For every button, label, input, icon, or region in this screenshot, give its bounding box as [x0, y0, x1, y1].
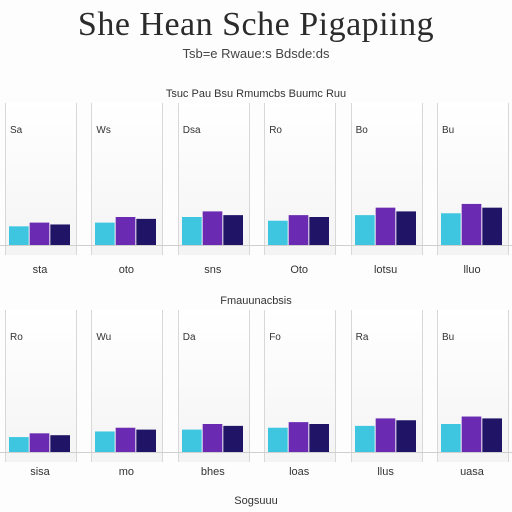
panel-label: Bo [355, 125, 368, 136]
baseline [0, 245, 512, 246]
category-label: mo [118, 466, 135, 478]
bar [288, 422, 309, 452]
bar [309, 424, 330, 452]
bar [461, 203, 482, 245]
category-label: bhes [200, 466, 225, 478]
panel-bars [268, 215, 330, 245]
bar [116, 427, 136, 452]
bar [482, 418, 502, 452]
bar [482, 207, 502, 245]
panel-bars [268, 422, 330, 452]
bar [223, 215, 243, 245]
bar [354, 215, 375, 245]
panel-bars [441, 203, 502, 245]
panel-label: Bu [442, 332, 455, 343]
panel-label: Ro [269, 125, 282, 136]
panel-label: Sa [10, 125, 23, 136]
bar [95, 222, 116, 245]
bar [202, 424, 223, 452]
category-label: oto [118, 264, 135, 276]
bottom-row-header: Fmauunacbsis [220, 295, 292, 307]
panel-label: Ra [355, 332, 369, 343]
bar [223, 425, 243, 452]
bar [375, 418, 395, 452]
bar [202, 211, 223, 245]
bar [309, 217, 330, 245]
category-label: lotsu [373, 264, 398, 276]
panel-label: Dsa [182, 125, 201, 136]
bar [268, 427, 288, 452]
bar [375, 207, 395, 245]
panel-bars [354, 418, 416, 452]
footer-label: Sogsuuu [234, 495, 278, 507]
panel-bars [181, 424, 243, 452]
bar [441, 424, 461, 452]
bar [181, 217, 202, 245]
bar [354, 425, 375, 452]
bar [441, 213, 461, 245]
panel-label: Wu [96, 332, 112, 343]
bar [116, 217, 136, 245]
chart-title: She Hean Sche Pigapiing [77, 6, 435, 43]
category-label: lluo [463, 264, 481, 276]
panel-bars [9, 433, 70, 452]
category-label: sta [32, 264, 48, 276]
panel-bars [9, 222, 70, 245]
bar [50, 435, 70, 452]
baseline [0, 452, 512, 453]
bar [9, 437, 29, 452]
panel-row-1: Ro Wu Da Fo Ra Bu [0, 310, 512, 462]
category-label: loas [289, 466, 310, 478]
bar [288, 215, 309, 245]
bar [181, 429, 202, 452]
category-label: Oto [290, 264, 309, 276]
panel-bars [95, 217, 157, 245]
category-label: uasa [460, 466, 484, 478]
panel-bars [354, 207, 416, 245]
panel-row-0: Sa Ws Dsa Ro Bo Bu [0, 103, 512, 255]
bar [136, 218, 157, 245]
bar [461, 416, 482, 452]
bar [136, 429, 157, 452]
bar [268, 220, 288, 245]
bar [95, 431, 116, 452]
bar [50, 224, 70, 245]
panel-label: Bu [442, 125, 455, 136]
chart-subtitle: Tsb=e Rwaue:s Bdsde:ds [182, 46, 330, 61]
panel-label: Ws [96, 125, 111, 136]
category-label: llus [377, 466, 394, 478]
panel-label: Ro [10, 332, 23, 343]
panel-bars [95, 427, 157, 452]
bar [395, 420, 416, 452]
bar [29, 433, 50, 452]
panel-bars [441, 416, 502, 452]
panel-label: Da [182, 332, 196, 343]
category-label: sns [204, 264, 222, 276]
bar [29, 222, 50, 245]
panel-label: Fo [269, 332, 281, 343]
top-row-header: Tsuc Pau Bsu Rmumcbs Buumc Ruu [165, 88, 347, 100]
bar [395, 211, 416, 245]
panel-bars [181, 211, 243, 245]
category-label: sisa [30, 466, 50, 478]
bar [9, 226, 29, 245]
